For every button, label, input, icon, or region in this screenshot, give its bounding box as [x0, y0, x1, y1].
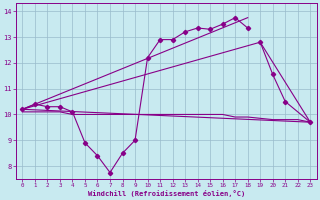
X-axis label: Windchill (Refroidissement éolien,°C): Windchill (Refroidissement éolien,°C) — [88, 190, 245, 197]
